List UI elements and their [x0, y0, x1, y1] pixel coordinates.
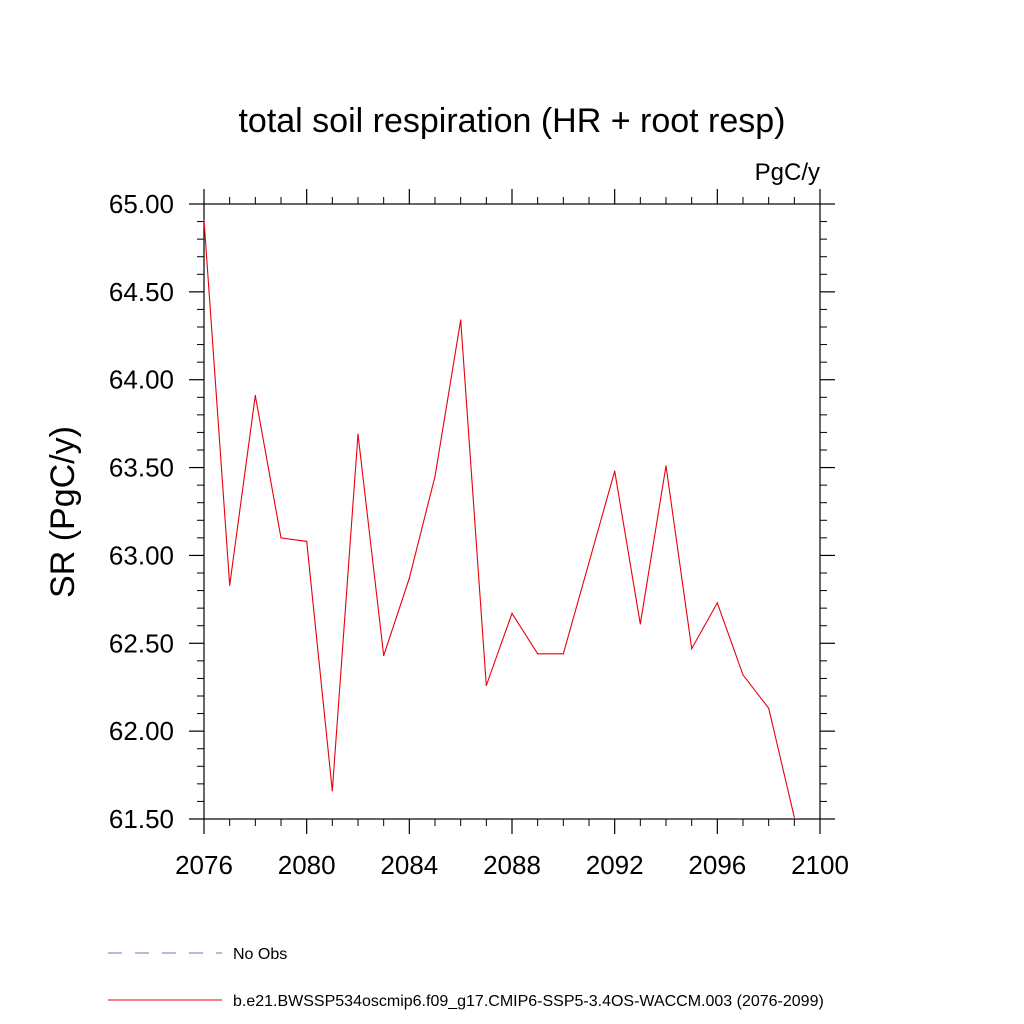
data-point — [203, 219, 205, 221]
tick-labels: 2076 2080 2084 2088 2092 2096 2100 61.50 62.00 62… — [109, 189, 849, 880]
series-group — [203, 219, 795, 818]
data-point — [793, 816, 795, 818]
data-point — [306, 540, 308, 542]
data-point — [768, 707, 770, 709]
plot-frame — [203, 203, 821, 820]
data-point — [280, 537, 282, 539]
data-point — [408, 577, 410, 579]
legend: No Obs b.e21.BWSSP534oscmip6.f09_g17.CMIP… — [108, 946, 824, 1010]
y-tick-label: 63.50 — [109, 453, 174, 483]
data-point — [588, 561, 590, 564]
units-label: PgC/y — [755, 159, 820, 186]
x-tick-label: 2092 — [586, 850, 644, 880]
data-point — [511, 612, 513, 615]
x-tick-label: 2088 — [483, 850, 541, 880]
axis-ticks — [189, 189, 835, 834]
y-tick-label: 62.00 — [109, 716, 174, 746]
data-point — [614, 470, 616, 472]
y-tick-label: 63.00 — [109, 540, 174, 570]
data-point — [691, 647, 693, 650]
x-tick-label: 2076 — [175, 850, 233, 880]
data-point — [434, 475, 436, 477]
data-point — [383, 654, 385, 657]
data-point — [665, 465, 667, 467]
data-point — [537, 653, 539, 655]
x-tick-label: 2080 — [278, 850, 336, 880]
data-point — [357, 433, 359, 435]
y-tick-label: 61.50 — [109, 804, 174, 834]
y-axis-label: SR (PgC/y) — [44, 426, 82, 598]
legend-label: No Obs — [233, 946, 287, 963]
data-point — [485, 684, 487, 687]
y-tick-label: 62.50 — [109, 628, 174, 658]
chart-title: total soil respiration (HR + root resp) — [238, 102, 785, 140]
data-point — [229, 584, 231, 586]
y-tick-label: 64.00 — [109, 365, 174, 395]
data-point — [460, 319, 462, 321]
data-point — [331, 790, 333, 792]
data-point — [742, 674, 744, 676]
data-point — [639, 623, 641, 625]
x-tick-label: 2096 — [688, 850, 746, 880]
series-line — [203, 219, 795, 818]
data-point — [716, 602, 718, 604]
y-tick-label: 65.00 — [109, 189, 174, 219]
legend-label: b.e21.BWSSP534oscmip6.f09_g17.CMIP6-SSP5… — [233, 993, 824, 1010]
x-tick-label: 2084 — [380, 850, 438, 880]
data-point — [254, 394, 256, 397]
x-tick-label: 2100 — [791, 850, 849, 880]
y-tick-label: 64.50 — [109, 277, 174, 307]
data-point — [562, 653, 564, 655]
